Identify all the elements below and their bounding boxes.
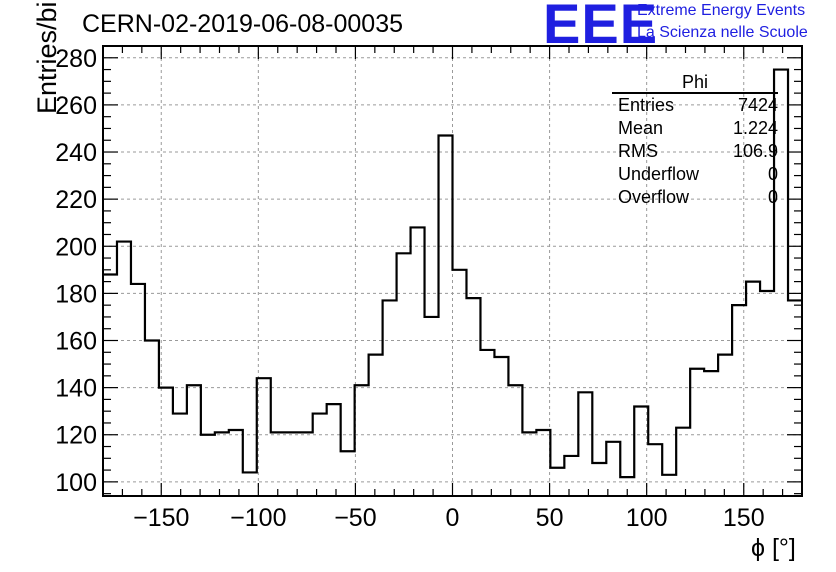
axis-ticks [102,45,803,496]
stats-row-underflow: Underflow 0 [612,163,778,186]
logo-line-1: Extreme Energy Events [637,2,806,19]
stats-label: Underflow [618,164,700,184]
x-tick-label: 100 [626,504,668,532]
x-tick-label: −150 [133,504,189,532]
chart-title: CERN-02-2019-06-08-00035 [82,10,404,38]
stats-row-entries: Entries 7424 [612,94,778,117]
stats-row-rms: RMS 106.9 [612,140,778,163]
stats-value: 7424 [737,95,778,115]
axis-tick-labels: −150 −100 −50 0 50 100 150 100 120 140 160 180 200 22… [55,45,764,532]
y-tick-label: 160 [55,328,97,356]
x-tick-label: −100 [230,504,286,532]
x-tick-label: 150 [723,504,765,532]
stats-label: RMS [618,141,658,161]
y-tick-label: 280 [55,45,97,73]
stats-row-mean: Mean 1.224 [612,117,778,140]
y-tick-label: 120 [55,422,97,450]
stats-value: 106.9 [732,141,778,161]
y-tick-label: 260 [55,92,97,120]
stats-value: 1.224 [732,118,778,138]
y-tick-label: 200 [55,233,97,261]
stats-value: 0 [767,187,778,207]
y-tick-label: 140 [55,375,97,403]
x-tick-label: −50 [334,504,376,532]
x-axis-label: ϕ [°] [751,534,796,562]
y-tick-label: 220 [55,186,97,214]
stats-label: Overflow [618,187,690,207]
y-tick-label: 100 [55,469,97,497]
stats-box: Phi Entries 7424 Mean 1.224 RMS 106.9 Un… [612,72,778,209]
x-tick-label: 50 [536,504,564,532]
x-tick-label: 0 [446,504,460,532]
stats-value: 0 [767,164,778,184]
logo-line-2: La Scienza nelle Scuole [637,24,808,41]
eee-logo: EEE [543,0,659,55]
histogram-step-line [103,68,802,479]
y-tick-label: 240 [55,139,97,167]
stats-label: Entries [618,95,675,115]
stats-row-overflow: Overflow 0 [612,186,778,209]
y-tick-label: 180 [55,280,97,308]
stats-label: Mean [618,118,664,138]
y-axis-label: Entries/bin [32,0,62,114]
stats-title: Phi [612,72,778,94]
